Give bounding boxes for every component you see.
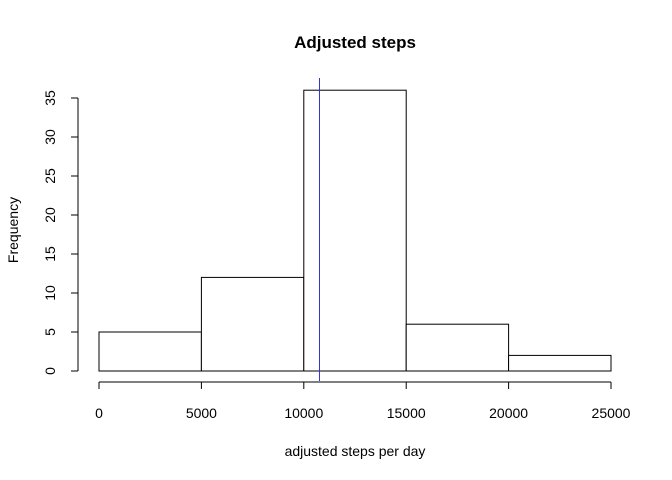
x-tick-label-5: 25000: [592, 405, 631, 421]
x-tick-label-1: 5000: [186, 405, 217, 421]
y-tick-label-6: 30: [42, 129, 58, 145]
x-axis: 0 5000 10000 15000 20000 25000: [95, 381, 631, 421]
y-tick-label-2: 10: [42, 285, 58, 301]
histogram-bar-1: [200, 276, 305, 372]
x-axis-label: adjusted steps per day: [285, 443, 426, 459]
y-tick-label-3: 15: [42, 246, 58, 262]
histogram-bar-3: [405, 323, 510, 372]
histogram-bar-4: [508, 354, 612, 372]
histogram-bar-2: [303, 89, 407, 372]
bars-group: [98, 89, 612, 372]
histogram-bar-0: [98, 331, 202, 372]
x-tick-label-0: 0: [95, 405, 103, 421]
y-axis: 0 5 10 15 20 25 30 35: [42, 90, 79, 375]
x-tick-label-2: 10000: [284, 405, 323, 421]
y-tick-label-7: 35: [42, 90, 58, 106]
y-tick-label-1: 5: [42, 328, 58, 336]
y-tick-label-5: 25: [42, 168, 58, 184]
chart-title: Adjusted steps: [294, 33, 416, 52]
x-tick-label-3: 15000: [387, 405, 426, 421]
y-tick-label-0: 0: [42, 367, 58, 375]
x-tick-label-4: 20000: [489, 405, 528, 421]
y-axis-label: Frequency: [5, 197, 21, 263]
y-tick-label-4: 20: [42, 207, 58, 223]
